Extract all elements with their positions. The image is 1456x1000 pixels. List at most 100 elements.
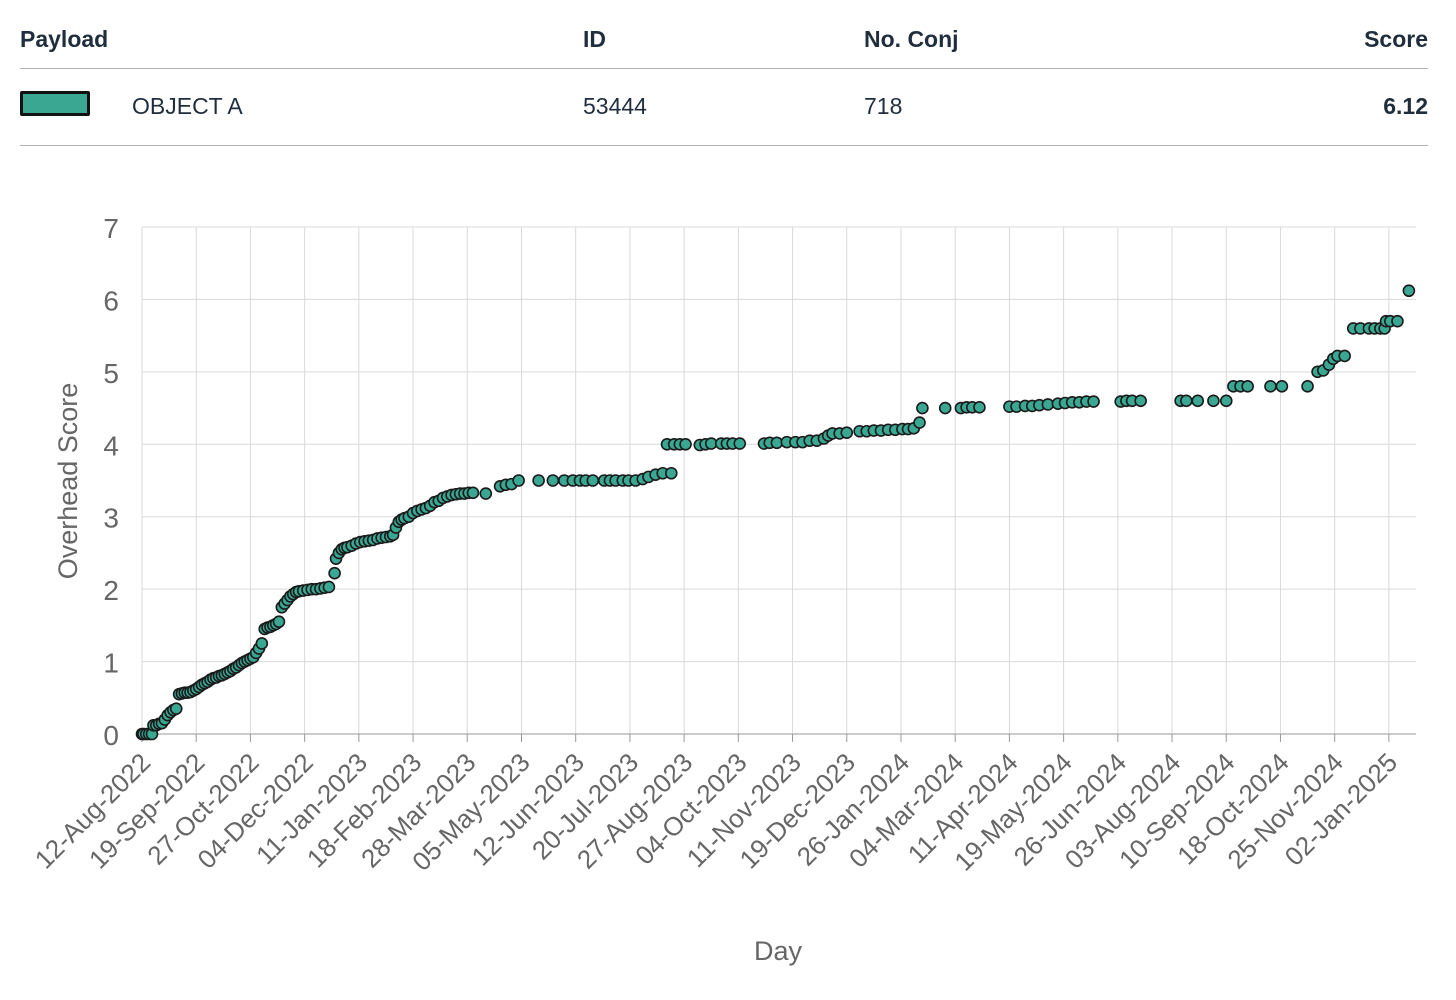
data-point bbox=[629, 474, 642, 487]
data-point bbox=[1264, 380, 1277, 393]
data-point bbox=[458, 487, 471, 500]
data-point bbox=[763, 436, 777, 450]
data-point bbox=[375, 531, 388, 545]
data-point bbox=[954, 401, 968, 415]
data-point bbox=[1275, 380, 1289, 393]
data-point bbox=[184, 685, 197, 699]
data-point bbox=[622, 474, 635, 487]
data-point bbox=[726, 437, 739, 450]
data-point bbox=[704, 437, 718, 450]
data-point bbox=[235, 656, 249, 670]
data-point bbox=[1051, 397, 1065, 411]
x-tick-label: 19-Sep-2022 bbox=[83, 747, 211, 875]
data-point bbox=[292, 585, 306, 598]
data-point bbox=[1378, 322, 1391, 335]
data-point bbox=[164, 705, 177, 719]
data-point bbox=[733, 437, 747, 450]
data-point bbox=[341, 540, 354, 554]
y-tick-label: 7 bbox=[103, 213, 119, 244]
data-point bbox=[1191, 394, 1205, 408]
data-point bbox=[358, 535, 371, 548]
data-point bbox=[345, 539, 359, 552]
data-point bbox=[192, 680, 206, 694]
data-point bbox=[973, 401, 986, 414]
data-point bbox=[1041, 398, 1055, 411]
x-axis-ticks: 12-Aug-202219-Sep-202227-Oct-202204-Dec-… bbox=[29, 747, 1403, 877]
data-point bbox=[938, 401, 952, 415]
data-point bbox=[338, 541, 351, 555]
x-tick-label: 11-Jan-2023 bbox=[250, 747, 373, 870]
data-point bbox=[389, 521, 403, 534]
data-point bbox=[1180, 394, 1193, 408]
data-point bbox=[966, 401, 979, 414]
data-point bbox=[462, 486, 476, 500]
data-point bbox=[1402, 284, 1416, 298]
table-row[interactable]: OBJECT A 53444 718 6.12 bbox=[20, 69, 1428, 146]
data-point bbox=[318, 581, 331, 594]
data-point bbox=[278, 597, 291, 610]
id-column-header: ID bbox=[583, 26, 606, 52]
data-point bbox=[322, 580, 336, 594]
data-point bbox=[466, 486, 480, 500]
data-point bbox=[152, 717, 166, 731]
data-point bbox=[264, 620, 277, 634]
data-point bbox=[1362, 322, 1376, 335]
x-tick-label: 04-Dec-2022 bbox=[191, 747, 319, 875]
data-point bbox=[833, 427, 846, 440]
data-point bbox=[392, 515, 406, 529]
data-point bbox=[432, 494, 446, 508]
data-point bbox=[1241, 380, 1254, 393]
data-point bbox=[557, 474, 571, 487]
data-point bbox=[888, 423, 902, 437]
data-point bbox=[275, 600, 289, 614]
x-tick-label: 26-Jun-2024 bbox=[1008, 747, 1132, 871]
data-point bbox=[1391, 314, 1404, 328]
data-point bbox=[853, 424, 866, 438]
data-point bbox=[780, 435, 794, 449]
data-point bbox=[349, 537, 363, 550]
data-point bbox=[169, 702, 183, 715]
data-point bbox=[1134, 394, 1147, 408]
payload-score: 6.12 bbox=[1383, 93, 1428, 119]
data-point bbox=[335, 543, 349, 556]
data-point bbox=[212, 669, 226, 683]
data-point bbox=[301, 583, 314, 597]
x-tick-label: 25-Nov-2024 bbox=[1221, 747, 1349, 875]
data-point bbox=[436, 491, 450, 505]
data-point bbox=[649, 468, 662, 482]
x-tick-label: 19-Dec-2023 bbox=[734, 747, 862, 875]
data-point bbox=[573, 474, 587, 487]
x-tick-label: 10-Sep-2024 bbox=[1113, 747, 1241, 875]
data-point bbox=[383, 529, 397, 543]
data-point bbox=[479, 487, 493, 500]
data-point bbox=[402, 510, 416, 524]
data-point bbox=[261, 621, 274, 634]
data-point bbox=[1326, 352, 1340, 366]
data-point bbox=[149, 719, 163, 732]
data-point bbox=[1311, 365, 1324, 379]
data-point bbox=[810, 434, 824, 447]
data-point bbox=[266, 619, 280, 632]
x-tick-label: 12-Aug-2022 bbox=[29, 747, 157, 875]
y-tick-label: 5 bbox=[103, 358, 119, 389]
y-axis-ticks: 0 1 2 3 4 5 6 7 bbox=[103, 213, 119, 751]
data-point bbox=[215, 669, 229, 682]
data-point bbox=[232, 658, 246, 672]
data-point bbox=[204, 673, 217, 686]
data-point bbox=[1025, 399, 1039, 413]
x-tick-label: 26-Jan-2024 bbox=[791, 747, 915, 871]
data-point bbox=[227, 662, 240, 676]
x-axis-label: Day bbox=[754, 936, 803, 966]
data-point bbox=[660, 437, 674, 451]
data-point bbox=[269, 617, 283, 631]
data-point bbox=[135, 727, 149, 741]
table-header: Payload ID No. Conj Score bbox=[20, 24, 1428, 69]
chart-grid bbox=[141, 226, 1416, 742]
x-tick-label: 04-Oct-2023 bbox=[629, 747, 752, 870]
data-point bbox=[198, 676, 212, 690]
data-point bbox=[419, 501, 433, 515]
data-point bbox=[499, 478, 513, 492]
data-point bbox=[821, 429, 835, 442]
data-point bbox=[826, 427, 839, 440]
